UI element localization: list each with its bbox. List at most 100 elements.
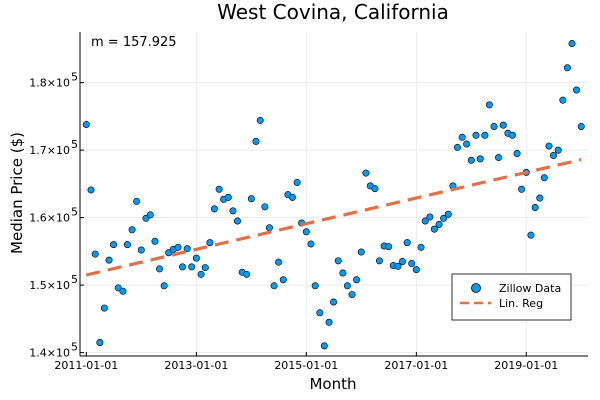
legend: Zillow Data Lin. Reg <box>451 273 572 321</box>
y-tick-label-base: 1.6×10 <box>29 212 70 225</box>
y-tick-label-base: 1.7×10 <box>29 144 70 157</box>
data-point <box>481 131 489 139</box>
data-point <box>513 150 521 158</box>
x-tick-label: 2011-01-01 <box>54 359 118 372</box>
data-point <box>302 228 310 236</box>
data-point <box>394 262 402 270</box>
y-tick-label: 1.6×10 <box>29 212 70 225</box>
legend-marker-zillow-data <box>471 283 481 293</box>
data-point <box>435 220 443 228</box>
regression-line <box>85 158 582 277</box>
data-point <box>353 276 361 284</box>
data-point <box>197 270 205 278</box>
data-point <box>412 266 420 274</box>
data-point <box>293 179 301 187</box>
data-point <box>554 146 562 154</box>
data-point <box>499 121 507 129</box>
data-point <box>316 309 324 317</box>
y-tick-label-exponent: 5 <box>71 71 78 84</box>
data-point <box>440 214 448 222</box>
data-point <box>100 304 108 312</box>
data-point <box>463 140 471 148</box>
data-point <box>343 282 351 290</box>
data-point <box>311 282 319 290</box>
y-tick-label: 1.4×10 <box>29 347 70 360</box>
data-point <box>82 120 90 128</box>
data-point <box>371 185 379 193</box>
data-point <box>96 338 104 346</box>
data-point <box>385 243 393 251</box>
y-tick-label-base: 1.4×10 <box>29 347 70 360</box>
data-point <box>270 282 278 290</box>
data-point <box>252 137 260 145</box>
legend-box <box>451 273 572 321</box>
data-point <box>426 213 434 221</box>
ticks: 2011-01-01 2013-01-01 2015-01-01 2017-01-01… <box>29 71 558 372</box>
data-point <box>174 243 182 251</box>
data-point <box>165 249 173 257</box>
data-point <box>247 195 255 203</box>
data-point <box>559 96 567 104</box>
data-point <box>362 169 370 177</box>
data-point <box>151 237 159 245</box>
legend-label-zillow-data: Zillow Data <box>499 282 561 295</box>
data-point <box>458 133 466 141</box>
data-point <box>105 256 113 264</box>
data-point <box>408 260 416 268</box>
data-point <box>568 39 576 47</box>
data-point <box>325 318 333 326</box>
data-point <box>527 231 535 239</box>
data-point <box>265 224 273 232</box>
x-tick-label: 2015-01-01 <box>274 359 338 372</box>
data-point <box>485 101 493 109</box>
data-point <box>403 239 411 247</box>
data-point <box>490 123 498 131</box>
slope-annotation: m = 157.925 <box>91 35 177 50</box>
data-point <box>320 342 328 350</box>
y-tick-label-exponent: 5 <box>71 206 78 219</box>
data-point <box>472 131 480 139</box>
data-point <box>128 226 136 234</box>
data-point <box>540 174 548 182</box>
y-tick-label-base: 1.8×10 <box>29 77 70 90</box>
data-point <box>430 225 438 233</box>
data-point <box>334 257 342 265</box>
axes <box>79 32 588 357</box>
data-point <box>201 264 209 272</box>
x-tick-label: 2013-01-01 <box>164 359 228 372</box>
data-point <box>453 143 461 151</box>
chart-title: West Covina, California <box>217 0 449 24</box>
data-point <box>146 211 154 219</box>
y-tick-label-exponent: 5 <box>71 273 78 286</box>
data-point <box>155 265 163 273</box>
data-point <box>357 248 365 256</box>
data-point <box>279 276 287 284</box>
data-point <box>183 245 191 253</box>
plot-area <box>82 39 585 350</box>
data-point <box>261 203 269 211</box>
legend-label-lin-reg: Lin. Reg <box>499 297 543 310</box>
data-point <box>133 197 141 205</box>
data-point <box>550 152 558 160</box>
data-point <box>210 205 218 213</box>
y-tick-label-exponent: 5 <box>71 341 78 354</box>
data-point <box>233 217 241 225</box>
data-point <box>243 270 251 278</box>
data-point <box>399 257 407 265</box>
data-point <box>123 241 131 249</box>
data-point <box>206 239 214 247</box>
y-tick-label: 1.5×10 <box>29 279 70 292</box>
x-tick-label: 2019-01-01 <box>494 359 558 372</box>
data-point <box>307 240 315 248</box>
data-point <box>339 269 347 277</box>
data-point <box>476 155 484 163</box>
y-tick-label: 1.8×10 <box>29 77 70 90</box>
data-point <box>508 131 516 139</box>
data-point <box>417 243 425 251</box>
data-point <box>421 217 429 225</box>
data-point <box>188 263 196 271</box>
y-axis-label: Median Price ($) <box>8 132 26 254</box>
data-point <box>495 154 503 162</box>
data-point <box>87 186 95 194</box>
